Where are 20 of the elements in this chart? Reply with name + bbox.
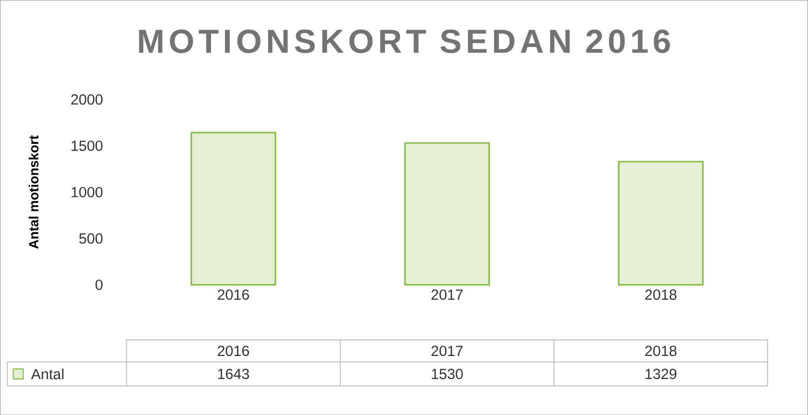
- bar: [618, 160, 704, 286]
- legend-label: Antal: [31, 368, 64, 380]
- data-label: 1643: [218, 368, 249, 379]
- y-tick-label: 1500: [72, 140, 103, 151]
- bar: [190, 132, 276, 286]
- chart-title: MOTIONSKORT SEDAN 2016: [139, 29, 670, 53]
- data-label: 1530: [432, 368, 463, 379]
- x-tick-label: 2018: [645, 346, 676, 356]
- x-tick-label: 2017: [432, 346, 463, 356]
- category-label: 2017: [432, 289, 463, 300]
- y-tick-label: 0: [96, 279, 103, 290]
- data-label: 1329: [646, 368, 676, 379]
- y-tick-label: 1000: [72, 186, 103, 198]
- y-tick-label: 500: [79, 233, 103, 244]
- category-label: 2018: [645, 289, 676, 300]
- y-tick-label: 2000: [71, 94, 103, 104]
- y-axis-title: Antal motionskort: [28, 135, 38, 249]
- bar: [404, 142, 490, 286]
- category-label: 2016: [218, 289, 249, 300]
- x-tick-label: 2016: [218, 346, 249, 356]
